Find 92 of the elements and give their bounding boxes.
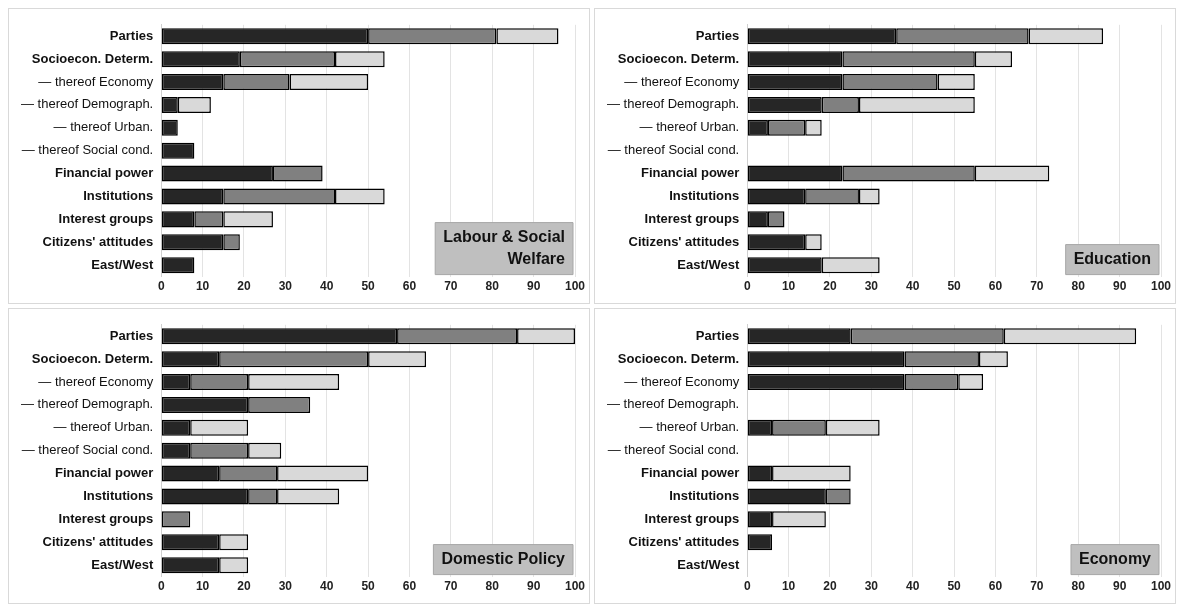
x-tick-label: 100 [564,279,586,294]
x-tick-label: 20 [823,579,837,594]
text: Economy [1078,550,1152,568]
y-tick-label: Parties [109,27,154,43]
y-tick-label: Citizens' attitudes [42,233,154,249]
y-tick-label: — thereof Social cond. [607,442,740,458]
x-tick-label: 40 [320,279,334,294]
y-tick-label: East/West [677,556,740,572]
y-tick-label: — thereof Social cond. [21,442,154,458]
y-tick-label: — thereof Social cond. [21,142,154,158]
y-tick-label: Citizens' attitudes [42,533,154,549]
x-tick-label: 30 [864,579,879,594]
y-tick-label: Interest groups [58,510,154,526]
y-tick-label: Parties [109,327,154,343]
y-tick-label: Financial power [54,465,154,481]
x-tick-label: 50 [361,579,376,594]
y-tick-label: Citizens' attitudes [628,533,740,549]
y-tick-label: Institutions [83,188,154,204]
x-tick-label: 20 [237,579,251,594]
x-tick-label: 80 [1071,579,1086,594]
x-tick-label: 30 [278,579,293,594]
x-tick-label: 0 [743,279,751,294]
text: Domestic Policy [441,550,566,568]
x-tick-label: 10 [781,579,796,594]
x-tick-label: 0 [157,579,165,594]
x-tick-label: 80 [485,579,500,594]
y-tick-label: Citizens' attitudes [628,233,740,249]
x-tick-label: 70 [444,279,458,294]
y-tick-label: Financial power [54,165,154,181]
y-tick-label: — thereof Urban. [53,419,154,435]
y-tick-label: — thereof Urban. [53,119,154,135]
x-tick-label: 30 [278,279,293,294]
y-tick-label: Financial power [640,465,740,481]
y-tick-label: Institutions [83,488,154,504]
x-tick-label: 70 [1030,579,1044,594]
x-tick-label: 90 [1112,579,1127,594]
y-tick-label: — thereof Demograph. [607,96,740,112]
x-tick-label: 60 [402,279,417,294]
x-tick-label: 60 [402,579,417,594]
y-tick-label: — thereof Urban. [639,119,740,135]
x-tick-label: 70 [444,579,458,594]
text: Education [1073,250,1151,268]
x-tick-label: 10 [195,579,210,594]
x-tick-label: 20 [237,279,251,294]
y-tick-label: Socioecon. Determ. [617,50,740,66]
x-tick-label: 30 [864,279,879,294]
x-tick-label: 50 [947,279,962,294]
x-tick-label: 90 [526,279,541,294]
y-tick-label: Interest groups [58,210,154,226]
y-tick-label: Institutions [669,488,740,504]
y-tick-label: — thereof Economy [624,373,740,389]
x-tick-label: 90 [1112,279,1127,294]
x-tick-label: 100 [564,579,586,594]
y-tick-label: Socioecon. Determ. [31,350,154,366]
y-tick-label: — thereof Demograph. [607,396,740,412]
y-tick-label: Socioecon. Determ. [31,50,154,66]
y-tick-label: — thereof Urban. [639,419,740,435]
y-tick-label: — thereof Economy [38,73,154,89]
x-tick-label: 80 [485,279,500,294]
y-tick-label: — thereof Social cond. [607,142,740,158]
x-tick-label: 100 [1150,579,1172,594]
x-tick-label: 20 [823,279,837,294]
text: Labour & Social Welfare [443,228,566,268]
x-tick-label: 0 [743,579,751,594]
x-tick-label: 50 [361,279,376,294]
x-tick-label: 90 [526,579,541,594]
x-tick-label: 100 [1150,279,1172,294]
x-tick-label: 60 [988,579,1003,594]
x-tick-label: 0 [157,279,165,294]
y-tick-label: — thereof Economy [38,373,154,389]
x-tick-label: 50 [947,579,962,594]
y-tick-label: — thereof Demograph. [21,396,154,412]
x-tick-label: 40 [906,279,920,294]
y-tick-label: — thereof Demograph. [21,96,154,112]
y-tick-label: Financial power [640,165,740,181]
y-tick-label: East/West [677,256,740,272]
y-tick-label: Interest groups [644,210,740,226]
y-tick-label: Parties [695,327,740,343]
x-tick-label: 10 [781,279,796,294]
x-tick-label: 80 [1071,279,1086,294]
x-tick-label: 70 [1030,279,1044,294]
y-tick-label: Parties [695,27,740,43]
y-tick-label: Socioecon. Determ. [617,350,740,366]
x-tick-label: 40 [320,579,334,594]
y-tick-label: — thereof Economy [624,73,740,89]
x-tick-label: 10 [195,279,210,294]
y-tick-label: East/West [91,256,154,272]
x-tick-label: 60 [988,279,1003,294]
y-tick-label: Interest groups [644,510,740,526]
y-tick-label: East/West [91,556,154,572]
y-tick-label: Institutions [669,188,740,204]
x-tick-label: 40 [906,579,920,594]
